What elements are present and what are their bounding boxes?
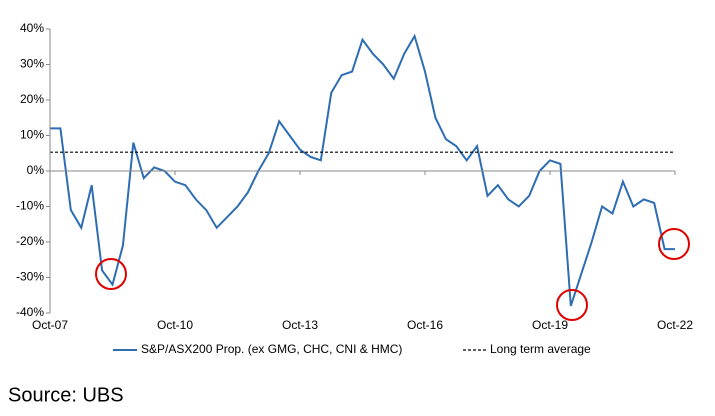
legend-label: S&P/ASX200 Prop. (ex GMG, CHC, CNI & HMC… (141, 342, 402, 356)
highlight-circle (658, 228, 690, 260)
x-tick-label: Oct-13 (282, 318, 318, 332)
y-tick-label: -30% (16, 270, 44, 284)
y-tick-label: 10% (20, 128, 44, 142)
x-tick-label: Oct-10 (157, 318, 193, 332)
highlight-circle (556, 289, 588, 321)
source: Source: UBS (8, 384, 124, 406)
x-tick-label: Oct-07 (32, 318, 68, 332)
y-tick-label: -10% (16, 199, 44, 213)
data-line (50, 33, 675, 307)
y-tick-label: -20% (16, 234, 44, 248)
x-tick-label: Oct-22 (657, 318, 693, 332)
y-tick-label: 0% (27, 163, 45, 177)
y-tick-label: 30% (20, 57, 44, 71)
y-tick-label: 20% (20, 92, 44, 106)
y-tick-label: -40% (16, 305, 44, 319)
y-tick-label: 40% (20, 21, 44, 35)
legend-label: Long term average (490, 342, 591, 356)
highlight-circle (95, 258, 127, 290)
x-tick-label: Oct-19 (532, 318, 568, 332)
x-tick-label: Oct-16 (407, 318, 443, 332)
